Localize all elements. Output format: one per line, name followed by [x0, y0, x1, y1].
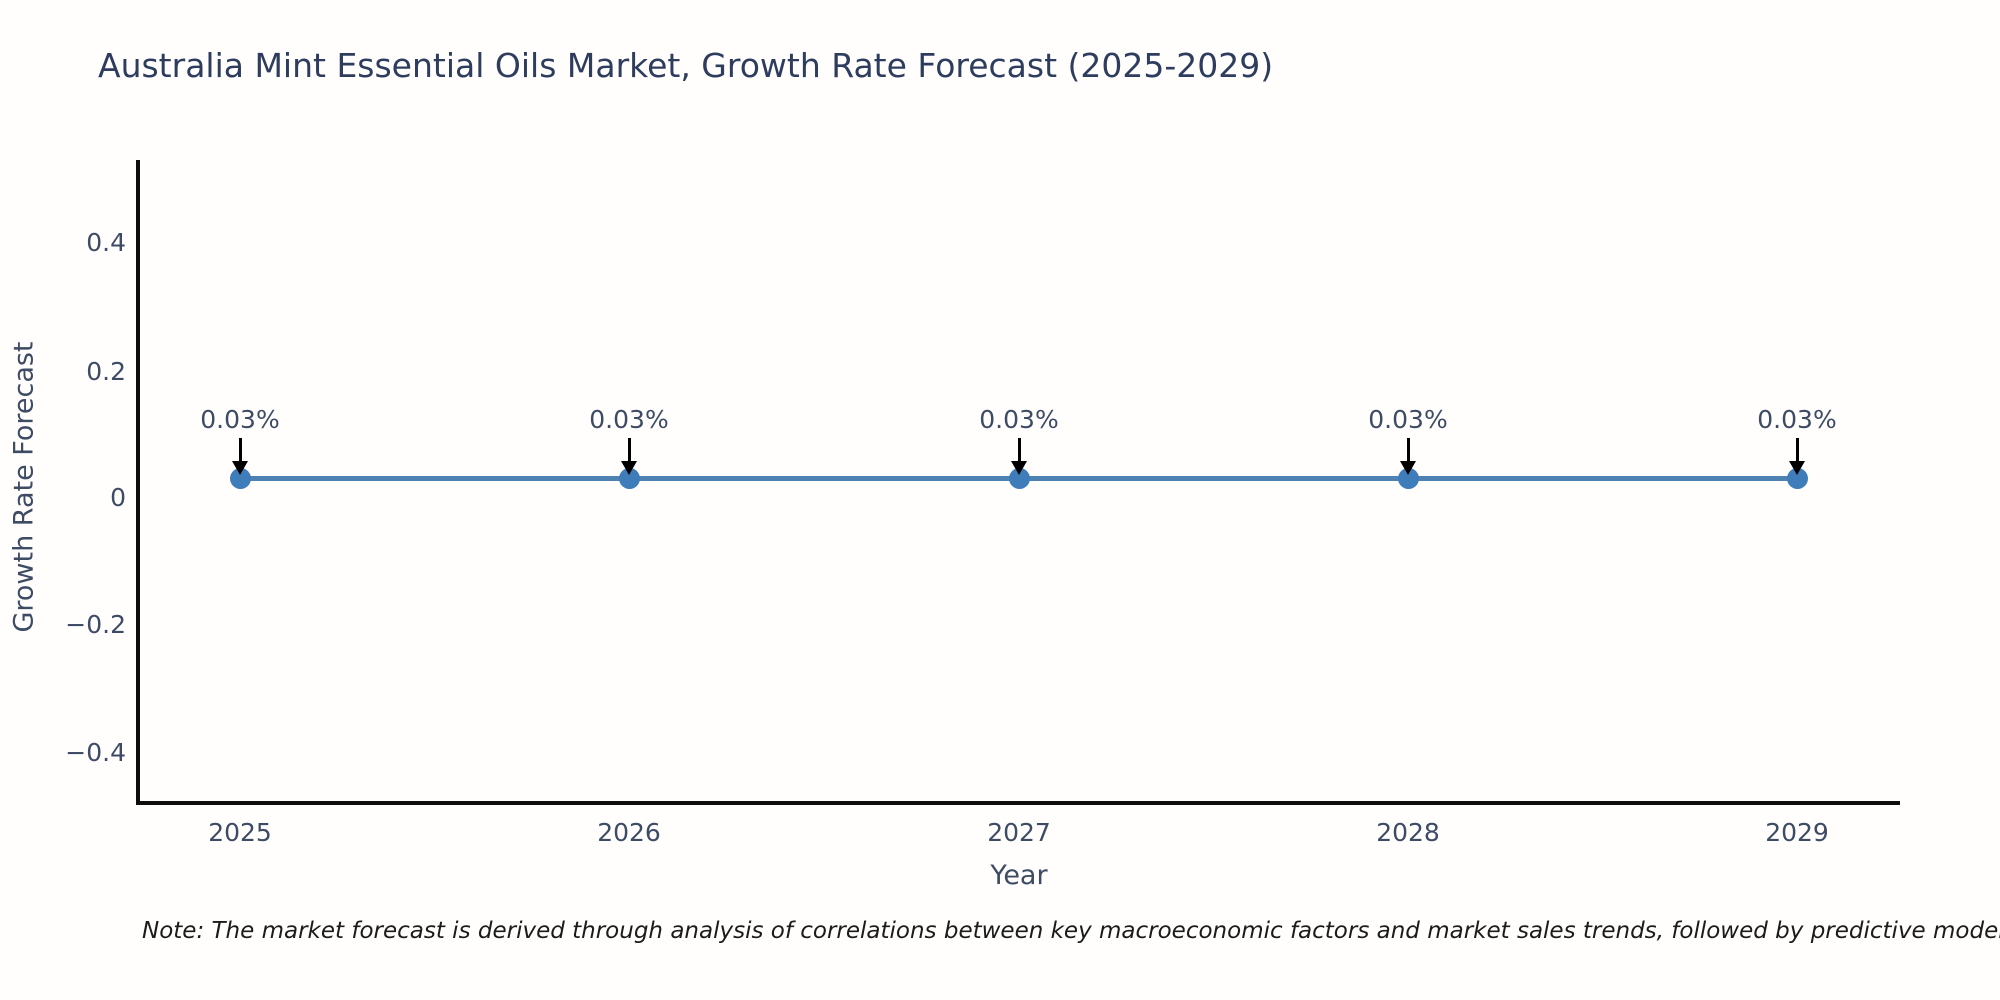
y-tick-0: 0 [110, 483, 126, 512]
data-label-2025: 0.03% [200, 405, 280, 434]
annotation-arrow-head-icon [621, 461, 637, 475]
footnote: Note: The market forecast is derived thr… [142, 918, 2000, 944]
annotation-arrow-head-icon [1400, 461, 1416, 475]
data-label-2027: 0.03% [979, 405, 1059, 434]
y-tick-0.4: 0.4 [86, 228, 126, 257]
x-tick-2025: 2025 [208, 818, 272, 847]
data-label-2028: 0.03% [1368, 405, 1448, 434]
y-tick-neg0.4: −0.4 [65, 738, 126, 767]
x-axis-label: Year [990, 860, 1048, 891]
x-axis-line [136, 801, 1900, 805]
annotation-arrow-head-icon [1011, 461, 1027, 475]
data-label-2029: 0.03% [1757, 405, 1837, 434]
x-tick-2028: 2028 [1376, 818, 1440, 847]
y-tick-0.2: 0.2 [86, 357, 126, 386]
y-axis-line [136, 160, 140, 805]
annotation-arrow-shaft [239, 438, 242, 462]
annotation-arrow-head-icon [1789, 461, 1805, 475]
annotation-arrow-shaft [628, 438, 631, 462]
annotation-arrow-shaft [1018, 438, 1021, 462]
x-tick-2029: 2029 [1765, 818, 1829, 847]
annotation-arrow-head-icon [232, 461, 248, 475]
x-tick-2026: 2026 [597, 818, 661, 847]
x-tick-2027: 2027 [987, 818, 1051, 847]
chart-title: Australia Mint Essential Oils Market, Gr… [98, 46, 1274, 85]
data-label-2026: 0.03% [589, 405, 669, 434]
annotation-arrow-shaft [1407, 438, 1410, 462]
y-tick-neg0.2: −0.2 [65, 610, 126, 639]
annotation-arrow-shaft [1796, 438, 1799, 462]
